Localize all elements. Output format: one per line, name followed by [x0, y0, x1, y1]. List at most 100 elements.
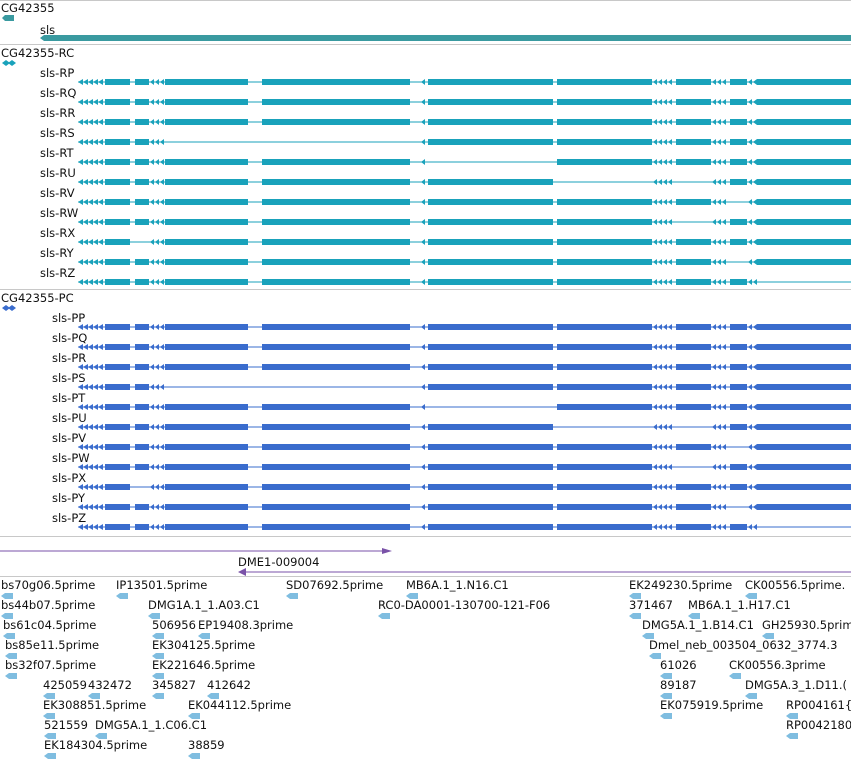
- est-label[interactable]: EK075919.5prime: [660, 698, 764, 712]
- est-feature: [44, 753, 56, 759]
- est-label[interactable]: 432472: [88, 678, 132, 692]
- protein-model[interactable]: [78, 404, 851, 410]
- exon-arrow: [653, 179, 657, 185]
- transcript-model[interactable]: [78, 99, 851, 105]
- transcript-model[interactable]: [78, 199, 851, 205]
- est-label[interactable]: bs44b07.5prime: [1, 598, 96, 612]
- exon-arrow: [88, 504, 93, 510]
- transcript-model[interactable]: [78, 279, 851, 285]
- protein-model[interactable]: [78, 424, 851, 430]
- exon-block: [557, 504, 652, 510]
- protein-model[interactable]: [78, 344, 851, 350]
- exon-arrow: [93, 119, 98, 125]
- exon-arrow: [668, 99, 672, 105]
- est-label[interactable]: DMG5A.3_1.D11.(: [745, 678, 847, 692]
- protein-label: sls-PW: [52, 451, 90, 465]
- est-label[interactable]: EP19408.3prime: [198, 618, 294, 632]
- exon-block: [165, 179, 248, 185]
- est-label[interactable]: 506956: [152, 618, 196, 632]
- transcript-model[interactable]: [78, 219, 851, 225]
- exon-arrow: [155, 139, 159, 145]
- exon-block: [557, 199, 652, 205]
- protein-model[interactable]: [78, 464, 851, 470]
- est-label[interactable]: 38859: [188, 738, 225, 752]
- est-label[interactable]: EK304125.5prime: [152, 638, 256, 652]
- est-label[interactable]: Dmel_neb_003504_0632_3774.3: [649, 638, 838, 652]
- est-label[interactable]: RP004161{: [786, 698, 851, 712]
- exon-block: [730, 424, 747, 430]
- protein-model[interactable]: [78, 484, 851, 490]
- est-label[interactable]: IP13501.5prime: [116, 578, 208, 592]
- transcript-model[interactable]: [78, 139, 851, 145]
- exon-arrow: [421, 344, 425, 350]
- est-label[interactable]: EK221646.5prime: [152, 658, 256, 672]
- exon-arrow: [653, 219, 657, 225]
- est-label[interactable]: 521559: [44, 718, 88, 732]
- protein-model[interactable]: [78, 384, 851, 390]
- est-label[interactable]: EK184304.5prime: [44, 738, 148, 752]
- est-label[interactable]: MB6A.1_1.N16.C1: [406, 578, 509, 592]
- exon-arrow: [653, 79, 657, 85]
- protein-model[interactable]: [78, 524, 851, 530]
- exon-arrow: [150, 384, 154, 390]
- exon-arrow: [668, 239, 672, 245]
- protein-model[interactable]: [78, 324, 851, 330]
- est-label[interactable]: CK00556.3prime: [729, 658, 826, 672]
- exon-arrow: [663, 239, 667, 245]
- est-label[interactable]: MB6A.1_1.H17.C1: [688, 598, 791, 612]
- exon-arrow: [421, 404, 425, 410]
- est-label[interactable]: 89187: [660, 678, 697, 692]
- transcript-model[interactable]: [78, 259, 851, 265]
- exon-block: [730, 219, 747, 225]
- est-label[interactable]: DMG5A.1_1.B14.C1: [642, 618, 754, 632]
- exon-arrow: [668, 484, 672, 490]
- exon-block: [730, 384, 747, 390]
- est-label[interactable]: bs70g06.5prime: [1, 578, 96, 592]
- est-label[interactable]: SD07692.5prime: [286, 578, 384, 592]
- gene-track-glyphs: [2, 15, 851, 41]
- est-label[interactable]: CK00556.5prime.: [745, 578, 846, 592]
- exon-arrow: [93, 179, 98, 185]
- est-label[interactable]: RP0042180: [786, 718, 851, 732]
- transcript-model[interactable]: [78, 119, 851, 125]
- transcript-model[interactable]: [78, 239, 851, 245]
- est-label[interactable]: GH25930.5prim: [762, 618, 851, 632]
- protein-model[interactable]: [78, 504, 851, 510]
- exon-arrow: [722, 364, 726, 370]
- exon-block: [105, 404, 130, 410]
- est-label[interactable]: bs61c04.5prime: [3, 618, 97, 632]
- transcript-label: sls-RZ: [40, 266, 76, 280]
- est-label[interactable]: EK308851.5prime: [43, 698, 147, 712]
- protein-model[interactable]: [78, 444, 851, 450]
- est-feature: [188, 713, 200, 719]
- est-label[interactable]: EK249230.5prime: [629, 578, 733, 592]
- exon-arrow: [160, 484, 164, 490]
- est-label[interactable]: RC0-DA0001-130700-121-F06: [378, 598, 551, 612]
- exon-block: [165, 324, 248, 330]
- est-label[interactable]: bs32f07.5prime: [5, 658, 97, 672]
- exon-arrow: [712, 484, 716, 490]
- est-label[interactable]: bs85e11.5prime: [5, 638, 100, 652]
- est-label[interactable]: 61026: [660, 658, 697, 672]
- est-label[interactable]: 371467: [629, 598, 673, 612]
- est-feature: [152, 693, 164, 699]
- protein-model[interactable]: [78, 364, 851, 370]
- transcript-model[interactable]: [78, 159, 851, 165]
- est-label[interactable]: DMG1A.1_1.A03.C1: [148, 598, 260, 612]
- est-label[interactable]: DMG5A.1_1.C06.C1: [95, 718, 208, 732]
- transcript-model[interactable]: [78, 79, 851, 85]
- exon-block: [165, 524, 248, 530]
- exon-arrow: [150, 199, 154, 205]
- est-label[interactable]: 345827: [152, 678, 196, 692]
- est-label[interactable]: 425059: [43, 678, 87, 692]
- exon-arrow: [150, 424, 154, 430]
- exon-arrow: [160, 239, 164, 245]
- est-label[interactable]: 412642: [207, 678, 251, 692]
- est-label[interactable]: EK044112.5prime: [188, 698, 292, 712]
- transcript-model[interactable]: [78, 179, 851, 185]
- exon-block: [105, 424, 130, 430]
- exon-block: [135, 79, 149, 85]
- exon-arrow: [668, 179, 672, 185]
- exon-block: [557, 344, 652, 350]
- exon-arrow: [722, 279, 726, 285]
